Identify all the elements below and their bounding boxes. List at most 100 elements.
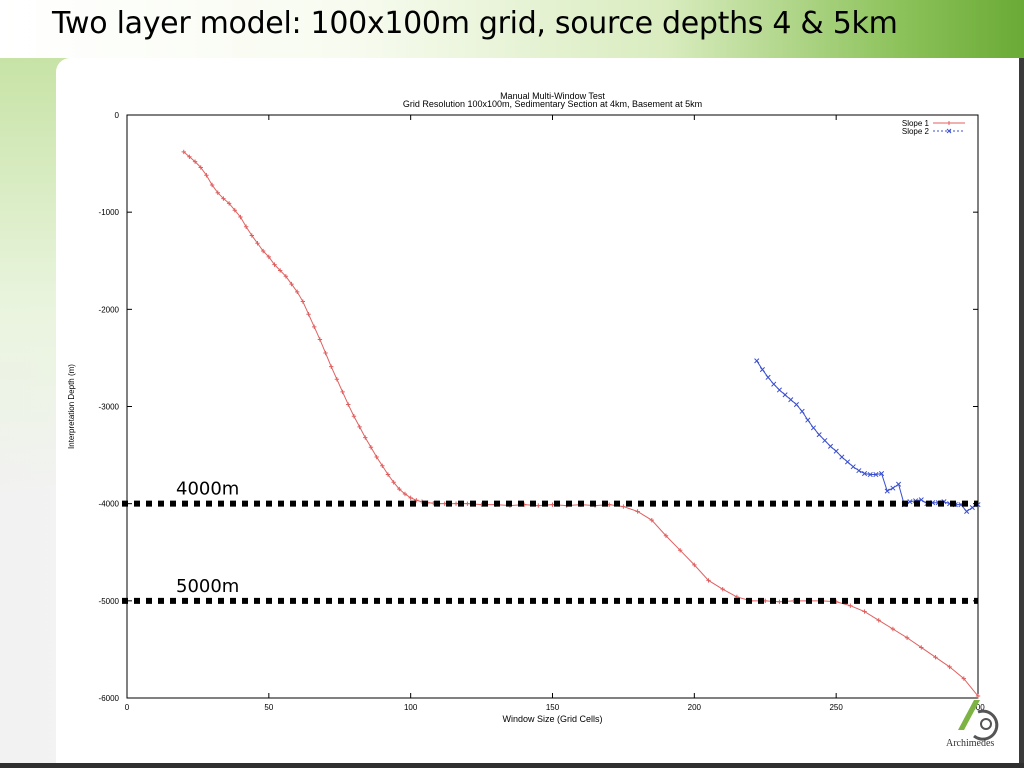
data-point xyxy=(289,281,294,287)
data-point xyxy=(215,190,220,195)
data-point xyxy=(334,377,340,382)
data-point xyxy=(374,454,379,460)
data-point xyxy=(385,472,391,477)
data-point xyxy=(204,173,209,178)
y-axis-label: Interpretation Depth (m) xyxy=(67,364,76,449)
data-point xyxy=(896,481,902,487)
data-point xyxy=(856,468,862,474)
data-point xyxy=(635,509,640,514)
data-point xyxy=(776,387,782,393)
data-point xyxy=(884,488,890,494)
x-tick-label: 0 xyxy=(125,703,130,712)
data-point xyxy=(663,533,669,538)
data-point xyxy=(759,367,765,373)
x-tick-label: 300 xyxy=(971,703,985,712)
data-point xyxy=(283,274,289,279)
data-point xyxy=(243,224,249,229)
y-tick-label: -3000 xyxy=(99,403,120,412)
data-point xyxy=(850,464,856,470)
data-point xyxy=(249,233,255,238)
data-point xyxy=(867,471,873,478)
data-point xyxy=(363,435,368,440)
data-point xyxy=(975,693,981,699)
data-point xyxy=(226,201,232,206)
data-point xyxy=(402,491,408,497)
data-point xyxy=(788,397,794,403)
data-point xyxy=(933,654,938,660)
data-point xyxy=(351,414,357,419)
data-point xyxy=(465,501,470,506)
data-point xyxy=(822,437,828,444)
data-point xyxy=(266,254,272,260)
data-point xyxy=(706,578,711,583)
data-point xyxy=(187,154,192,159)
data-point xyxy=(816,432,822,438)
data-point xyxy=(692,562,697,568)
data-point xyxy=(317,337,323,342)
data-point xyxy=(255,241,260,246)
logo-text: Archimedes xyxy=(946,738,995,749)
x-tick-label: 200 xyxy=(688,703,702,712)
y-tick-label: 0 xyxy=(115,111,120,120)
data-point xyxy=(329,364,334,369)
y-tick-label: -4000 xyxy=(99,500,120,509)
data-point xyxy=(453,501,459,506)
y-tick-label: -1000 xyxy=(99,208,120,217)
data-point xyxy=(878,470,885,477)
data-point xyxy=(198,165,203,170)
data-point xyxy=(844,459,851,465)
archimedes-logo xyxy=(958,700,999,741)
data-point xyxy=(238,214,243,220)
data-point xyxy=(323,350,328,356)
data-point xyxy=(720,586,725,592)
data-point xyxy=(677,548,683,553)
data-point xyxy=(805,417,811,423)
data-point xyxy=(397,486,402,492)
data-point xyxy=(312,324,317,330)
x-tick-label: 50 xyxy=(264,703,273,712)
data-point xyxy=(550,502,555,507)
data-point xyxy=(771,381,777,387)
data-point xyxy=(391,480,396,485)
data-point xyxy=(904,635,910,640)
data-point xyxy=(890,626,896,632)
legend-label: Slope 2 xyxy=(902,127,930,136)
x-tick-label: 100 xyxy=(404,703,418,712)
data-point xyxy=(862,609,867,614)
data-point xyxy=(346,402,351,407)
data-point xyxy=(621,504,626,509)
data-point xyxy=(848,603,853,608)
data-point xyxy=(839,454,845,460)
data-point xyxy=(919,645,924,650)
content-panel xyxy=(56,58,1024,768)
y-tick-label: -2000 xyxy=(99,305,120,314)
data-point xyxy=(306,311,311,317)
reference-line-label: 5000m xyxy=(176,576,239,597)
slide-bottom-border xyxy=(0,763,1024,768)
data-point xyxy=(260,248,266,254)
data-point xyxy=(961,676,967,681)
y-tick-label: -5000 xyxy=(99,597,120,606)
data-point xyxy=(408,495,413,501)
series-line-1 xyxy=(183,151,979,697)
data-point xyxy=(876,618,881,623)
data-point xyxy=(810,425,817,431)
data-point xyxy=(782,392,788,398)
data-point xyxy=(221,196,226,201)
data-point xyxy=(380,463,385,468)
data-point xyxy=(861,470,868,477)
data-point xyxy=(890,485,896,491)
data-point xyxy=(827,443,834,449)
data-point xyxy=(357,424,362,430)
data-point xyxy=(969,504,975,511)
data-point xyxy=(209,182,215,188)
data-point xyxy=(368,445,374,450)
data-point xyxy=(907,499,913,505)
slide-title: Two layer model: 100x100m grid, source d… xyxy=(52,6,898,41)
title-bar: Two layer model: 100x100m grid, source d… xyxy=(0,0,1024,58)
legend-label: Slope 1 xyxy=(902,119,930,128)
data-point xyxy=(192,159,198,164)
data-point xyxy=(340,389,345,395)
plot-frame xyxy=(126,114,979,699)
